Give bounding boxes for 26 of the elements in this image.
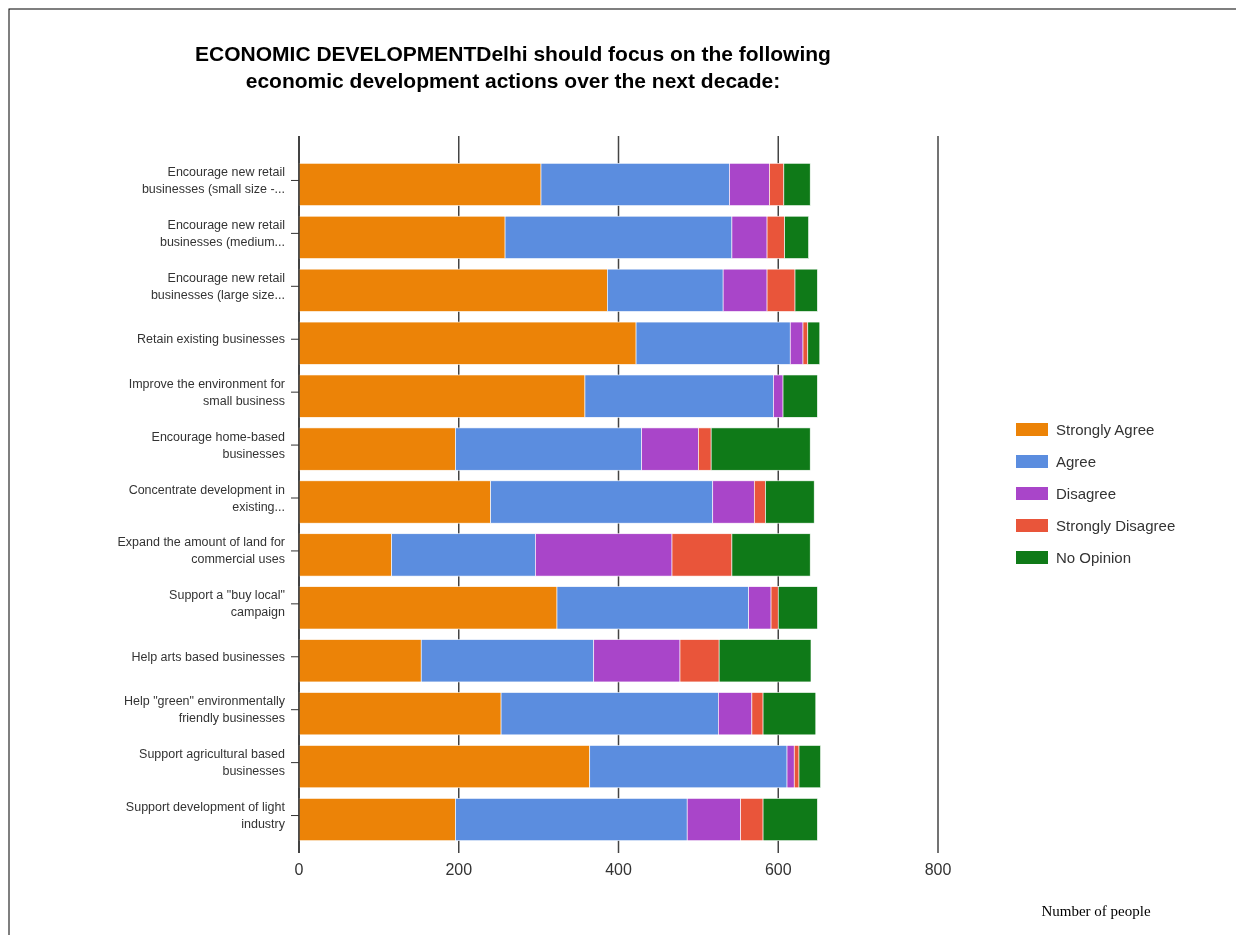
legend-label: Disagree: [1056, 485, 1117, 502]
x-tick-label: 600: [764, 861, 792, 878]
text: Number of people: [1041, 903, 1151, 919]
y-tick-label: Help "green" environmentally friendly businesses: [123, 694, 286, 726]
chart-title: ECONOMIC DEVELOPMENTDelhi should focus on the following economic development actions over the next decade:: [195, 42, 831, 92]
legend-label: No Opinion: [1056, 549, 1132, 566]
x-tick-label: 200: [445, 861, 473, 878]
y-tick-label: Expand the amount of land for commercial uses: [117, 535, 285, 567]
x-tick-label: 800: [924, 861, 952, 878]
y-tick-label: Concentrate development in existing...: [128, 482, 286, 514]
y-tick-label: Support agricultural based businesses: [139, 747, 286, 779]
y-tick-label: Help arts based businesses: [131, 649, 285, 664]
legend-label: Strongly Disagree: [1056, 517, 1176, 534]
y-tick-label: Support a "buy local" campaign: [169, 588, 286, 620]
y-tick-label: Support development of light industry: [125, 800, 286, 832]
y-tick-label: Encourage new retail businesses (medium...: [159, 217, 285, 249]
x-tick-label: 400: [605, 861, 632, 878]
y-tick-label: Retain existing businesses: [137, 332, 285, 347]
y-tick-label: Encourage new retail businesses (small size -...: [141, 164, 285, 196]
y-tick-label: Encourage home-based businesses: [151, 429, 286, 461]
legend-label: Strongly Agree: [1056, 421, 1155, 438]
bar: [798, 745, 821, 789]
x-tick-label: 0: [294, 861, 304, 878]
legend-label: Agree: [1056, 453, 1097, 470]
y-tick-label: Encourage new retail businesses (large size...: [150, 270, 285, 302]
y-tick-label: Improve the environment for small business: [128, 376, 285, 408]
